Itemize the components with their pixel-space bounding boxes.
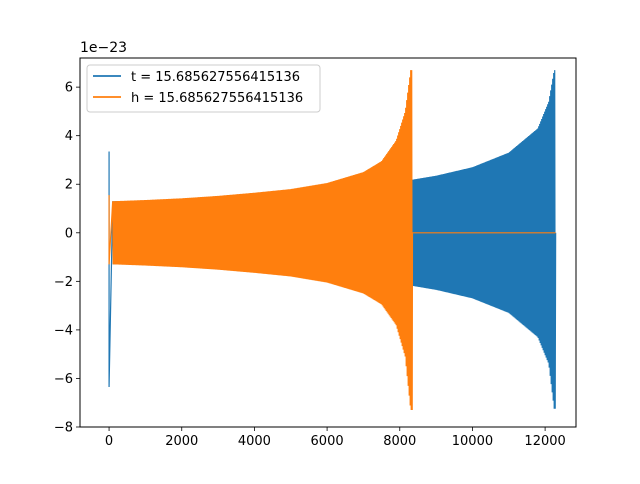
series-h-line	[108, 70, 556, 411]
x-tick-label: 2000	[165, 434, 198, 449]
x-tick-label: 10000	[452, 434, 493, 449]
legend-label-t: t = 15.685627556415136	[131, 70, 300, 85]
x-tick-label: 12000	[524, 434, 565, 449]
y-tick-label: −8	[54, 421, 73, 436]
legend-box	[86, 64, 321, 113]
y-tick-label: 6	[65, 81, 73, 96]
series-h	[108, 70, 556, 411]
x-tick-label: 0	[105, 434, 113, 449]
y-tick-label: 0	[65, 226, 73, 241]
y-tick-label: −4	[54, 323, 73, 338]
legend-label-h: h = 15.685627556415136	[131, 91, 303, 106]
y-tick-label: 4	[65, 129, 73, 144]
y-tick-label: −2	[54, 275, 73, 290]
x-tick-label: 6000	[311, 434, 344, 449]
axes-frame	[79, 57, 577, 428]
legend: t = 15.685627556415136 h = 15.6856275564…	[86, 64, 321, 113]
y-axis: −8 −6 −4 −2 0 2 4 6	[54, 81, 80, 436]
y-tick-label: 2	[65, 178, 73, 193]
x-tick-label: 4000	[238, 434, 271, 449]
x-axis: 0 2000 4000 6000 8000 10000 12000	[105, 427, 566, 449]
y-offset-label: 1e−23	[80, 40, 127, 56]
plot-area	[108, 70, 557, 411]
x-tick-label: 8000	[383, 434, 416, 449]
y-tick-label: −6	[54, 372, 73, 387]
